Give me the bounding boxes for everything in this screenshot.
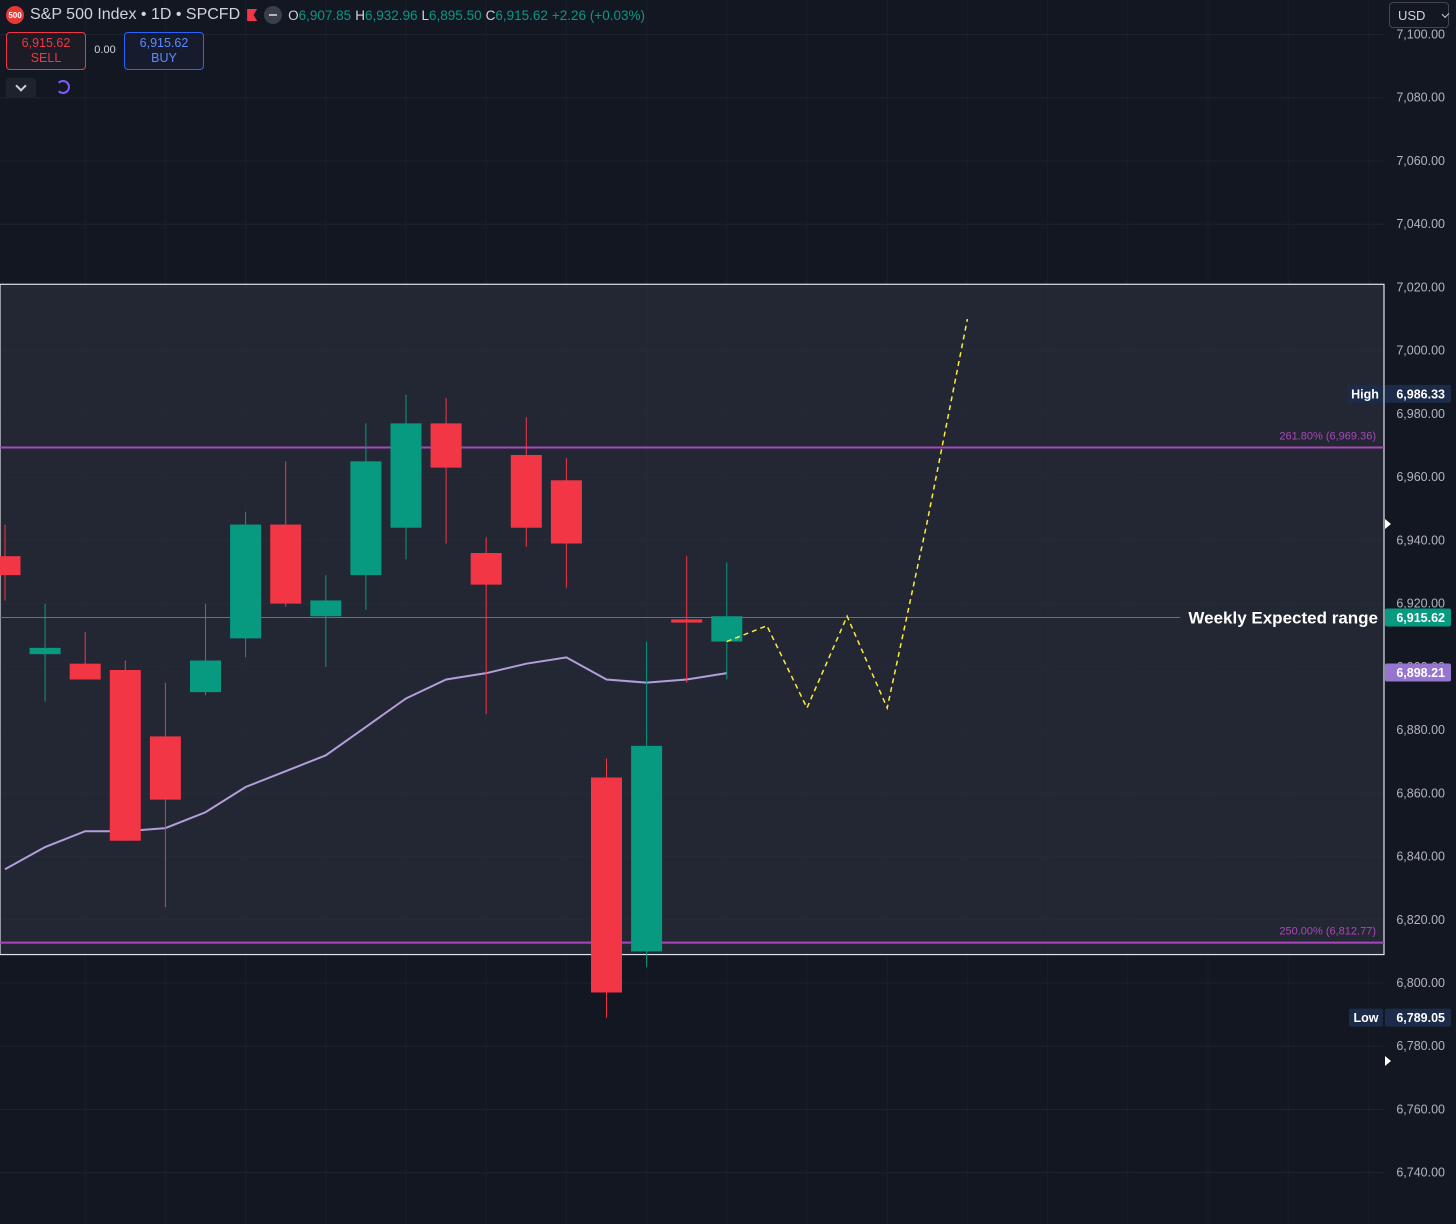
candle-body [470,553,502,585]
fib-levels: 261.80% (6,969.36) 250.00% (6,812.77) [0,431,1384,944]
symbol-title[interactable]: S&P 500 Index • 1D • SPCFD [30,6,241,23]
candle-body [550,480,582,544]
candle-body [430,423,462,468]
axis-tick-label: 6,940.00 [1396,533,1445,547]
low-value-tag-bg [1385,1008,1451,1027]
axis-tick-label: 6,780.00 [1396,1039,1445,1053]
currency-label: USD [1398,7,1426,23]
high-value-tag: 6,986.33 [1396,387,1445,401]
candle-body [510,455,542,528]
candle-body [230,524,262,639]
high-label-tag: High [1351,387,1379,401]
sell-label: SELL [30,51,62,65]
symbol-header: 500 S&P 500 Index • 1D • SPCFD O6,907.85… [6,4,645,26]
low-value-tag: 6,789.05 [1396,1011,1445,1025]
axis-tick-label: 7,100.00 [1396,28,1445,42]
axis-tick-label: 6,960.00 [1396,470,1445,484]
chevron-down-icon [15,80,27,92]
axis-tick-label: 7,080.00 [1396,91,1445,105]
candle-body [591,777,622,993]
sell-button[interactable]: 6,915.62 SELL [6,32,86,70]
ma-value-tag: 6,898.21 [1396,666,1445,680]
low-label-tag: Low [1354,1011,1379,1025]
candle-body [310,600,342,617]
candle-body [69,663,101,680]
axis-tick-label: 6,980.00 [1396,407,1445,421]
last-price-tag-bg [1385,608,1451,627]
chevron-down-icon [1441,9,1450,18]
candle-body [350,461,382,576]
scroll-arrow-icon [1385,1056,1391,1066]
candle-body [270,524,302,604]
axis-tick-label: 7,000.00 [1396,344,1445,358]
sell-price: 6,915.62 [21,36,71,50]
hide-icon[interactable] [264,6,283,24]
ohlc-values: O6,907.85 H6,932.96 L6,895.50 C6,915.62 … [288,8,645,23]
low-value: L6,895.50 [421,7,482,23]
axis-tick-label: 6,840.00 [1396,850,1445,864]
collapse-button[interactable] [6,78,36,98]
high-label-tag-bg [1347,384,1383,403]
candle-body [149,736,181,800]
candle-body [631,745,663,952]
candle-body [671,619,703,623]
change-value: +2.26 (+0.03%) [551,7,645,23]
axis-tick-label: 7,060.00 [1396,154,1445,168]
candles [0,394,743,1018]
ma-value-tag-bg [1385,663,1451,682]
flag-icon[interactable] [246,9,258,21]
projection-path [726,318,969,711]
price-axis[interactable]: 7,100.00 7,080.00 7,060.00 7,040.00 7,020.00… [1396,28,1445,1180]
axis-tick-label: 7,040.00 [1396,217,1445,231]
axis-tick-label: 6,860.00 [1396,786,1445,800]
buy-price: 6,915.62 [139,36,189,50]
low-label-tag-bg [1349,1008,1383,1027]
candle-body [390,423,422,528]
candle-body [190,660,221,693]
fib-label: 250.00% (6,812.77) [1279,926,1376,938]
sync-icon[interactable] [56,80,70,94]
high-value-tag-bg [1385,384,1451,403]
scroll-arrow-icon [1385,519,1391,529]
candle-body [109,670,141,841]
last-price-tag: 6,915.62 [1396,611,1445,625]
fib-label: 261.80% (6,969.36) [1279,431,1376,443]
candle-body [0,556,21,576]
axis-tick-label: 6,880.00 [1396,723,1445,737]
open-value: O6,907.85 [288,7,352,23]
symbol-logo-icon[interactable]: 500 [6,6,24,24]
axis-tick-label: 6,820.00 [1396,913,1445,927]
candle-body [29,647,61,655]
axis-tick-label: 6,760.00 [1396,1102,1445,1116]
axis-tick-label: 7,020.00 [1396,280,1445,294]
axis-tick-label: 6,800.00 [1396,976,1445,990]
currency-select[interactable]: USD [1389,2,1450,28]
spread-value: 0.00 [94,44,116,56]
buy-button[interactable]: 6,915.62 BUY [124,32,204,70]
buy-label: BUY [151,51,177,65]
axis-tick-label: 6,740.00 [1396,1166,1445,1180]
high-value: H6,932.96 [355,7,418,23]
weekly-range-label: Weekly Expected range [1188,608,1378,627]
axis-tick-label: 6,920.00 [1396,597,1445,611]
close-value: C6,915.62 [485,7,548,23]
price-tags: 6,986.33 High 6,915.62 6,898.21 6,789.05 Low [1347,384,1451,1066]
